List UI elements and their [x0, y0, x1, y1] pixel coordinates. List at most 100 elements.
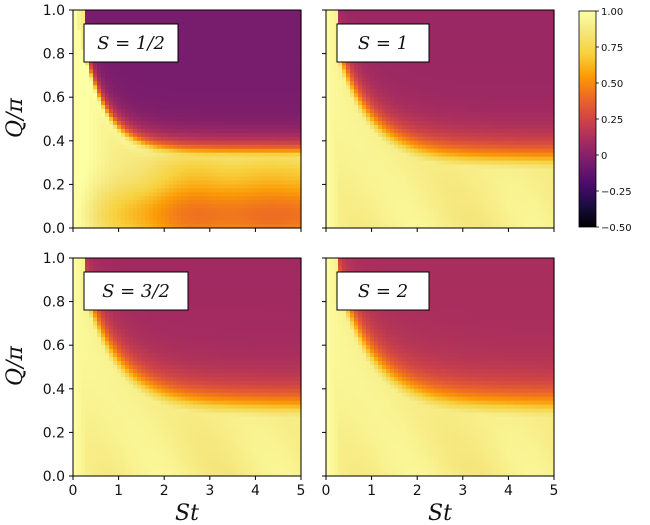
heatmap-cell: [289, 57, 294, 63]
heatmap-cell: [265, 216, 270, 221]
heatmap-cell: [229, 25, 234, 31]
heatmap-cell: [81, 136, 86, 142]
heatmap-cell: [225, 13, 230, 19]
heatmap-cell: [253, 117, 258, 122]
heatmap-cell: [253, 21, 258, 27]
heatmap-cell: [237, 49, 242, 55]
heatmap-cell: [241, 208, 246, 213]
heatmap-cell: [422, 105, 427, 110]
heatmap-cell: [538, 113, 543, 118]
heatmap-cell: [257, 73, 262, 78]
heatmap-cell: [189, 77, 194, 82]
heatmap-cell: [354, 124, 359, 130]
heatmap-cell: [494, 85, 499, 90]
heatmap-cell: [450, 101, 455, 106]
heatmap-cell: [73, 208, 78, 213]
heatmap-cell: [149, 128, 154, 134]
heatmap-cell: [153, 148, 158, 154]
heatmap-cell: [245, 136, 250, 142]
heatmap-cell: [201, 49, 206, 55]
heatmap-cell: [358, 120, 363, 126]
heatmap-cell: [546, 17, 551, 23]
heatmap-cell: [221, 224, 226, 229]
heatmap-cell: [434, 120, 439, 126]
heatmap-cell: [273, 57, 278, 63]
heatmap-cell: [245, 156, 250, 162]
heatmap-cell: [398, 77, 403, 82]
heatmap-cell: [241, 216, 246, 221]
heatmap-cell: [370, 132, 375, 138]
heatmap-cell: [253, 220, 258, 225]
heatmap-cell: [149, 140, 154, 146]
heatmap-cell: [514, 85, 519, 90]
heatmap-cell: [518, 25, 523, 31]
heatmap-cell: [217, 156, 222, 162]
heatmap-cell: [229, 164, 234, 170]
heatmap-cell: [105, 136, 110, 142]
heatmap-cell: [217, 136, 222, 142]
heatmap-cell: [285, 29, 290, 35]
heatmap-cell: [382, 13, 387, 19]
heatmap-cell: [378, 120, 383, 126]
heatmap-cell: [205, 148, 210, 154]
heatmap-cell: [358, 132, 363, 138]
heatmap-cell: [117, 89, 122, 94]
heatmap-cell: [109, 152, 114, 158]
heatmap-cell: [193, 216, 198, 221]
heatmap-cell: [458, 124, 463, 130]
heatmap-cell: [161, 148, 166, 154]
heatmap-cell: [514, 25, 519, 31]
heatmap-cell: [121, 164, 126, 170]
heatmap-cell: [398, 10, 403, 15]
heatmap-cell: [213, 57, 218, 63]
heatmap-cell: [121, 105, 126, 110]
heatmap-cell: [241, 13, 246, 19]
heatmap-cell: [177, 33, 182, 39]
heatmap-cell: [205, 200, 210, 205]
heatmap-cell: [113, 97, 118, 102]
heatmap-cell: [173, 117, 178, 122]
heatmap-cell: [261, 109, 266, 114]
heatmap-cell: [201, 224, 206, 229]
heatmap-cell: [217, 33, 222, 39]
heatmap-cell: [249, 160, 254, 166]
heatmap-cell: [326, 33, 331, 39]
heatmap-cell: [538, 69, 543, 75]
heatmap-cell: [358, 113, 363, 118]
heatmap-cell: [169, 69, 174, 75]
heatmap-cell: [181, 148, 186, 154]
heatmap-cell: [277, 148, 282, 154]
heatmap-cell: [277, 192, 282, 197]
heatmap-cell: [546, 45, 551, 51]
heatmap-cell: [165, 77, 170, 82]
heatmap-cell: [546, 53, 551, 59]
heatmap-cell: [538, 93, 543, 98]
heatmap-cell: [181, 101, 186, 106]
heatmap-cell: [362, 132, 367, 138]
heatmap-cell: [277, 188, 282, 193]
heatmap-cell: [446, 69, 451, 75]
heatmap-cell: [297, 128, 302, 134]
heatmap-cell: [225, 180, 230, 185]
heatmap-cell: [326, 124, 331, 130]
heatmap-cell: [141, 192, 146, 197]
panel-label: S = 1/2: [97, 33, 165, 54]
heatmap-cell: [534, 25, 539, 31]
heatmap-cell: [113, 124, 118, 130]
heatmap-cell: [281, 180, 286, 185]
heatmap-cell: [342, 89, 347, 94]
heatmap-cell: [482, 61, 487, 67]
heatmap-cell: [265, 89, 270, 94]
heatmap-cell: [201, 180, 206, 185]
heatmap-cell: [273, 45, 278, 51]
heatmap-cell: [265, 29, 270, 35]
heatmap-cell: [149, 224, 154, 229]
heatmap-cell: [265, 49, 270, 55]
heatmap-cell: [334, 17, 339, 23]
heatmap-cell: [285, 81, 290, 86]
heatmap-cell: [486, 61, 491, 67]
heatmap-cell: [490, 57, 495, 63]
heatmap-cell: [233, 117, 238, 122]
heatmap-cell: [273, 77, 278, 82]
heatmap-cell: [137, 140, 142, 146]
